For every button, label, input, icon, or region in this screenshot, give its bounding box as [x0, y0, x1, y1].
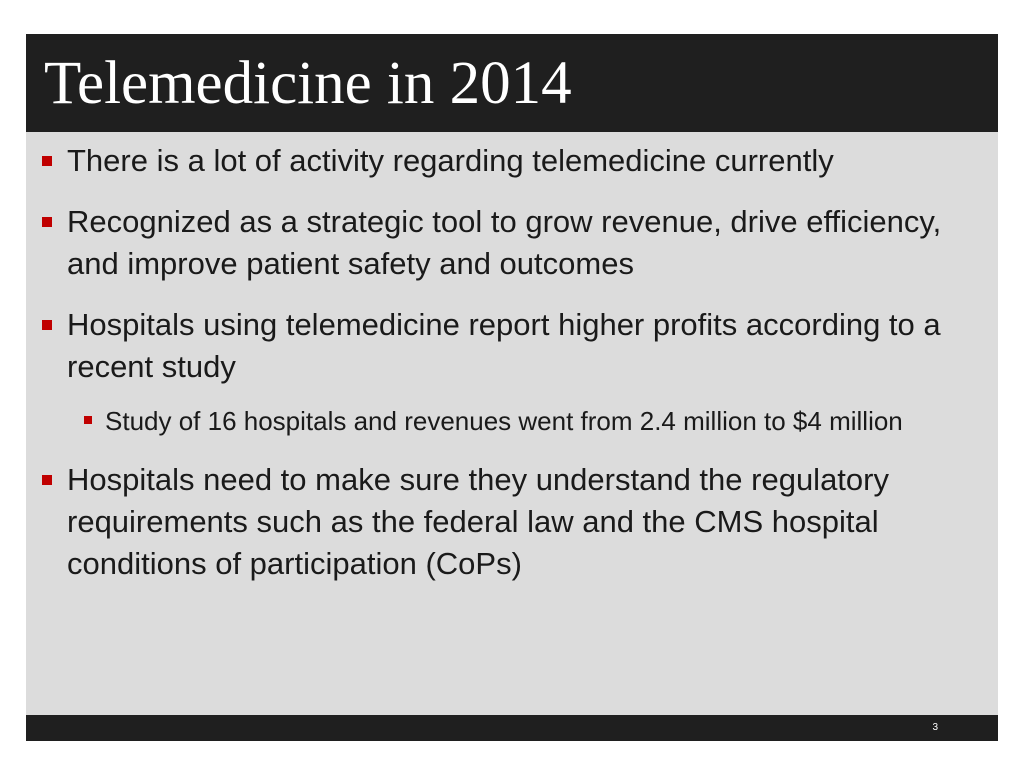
square-bullet-icon: [42, 475, 52, 485]
bullet-text: There is a lot of activity regarding tel…: [67, 143, 834, 178]
slide: Telemedicine in 2014 There is a lot of a…: [26, 34, 998, 741]
bullet-item: There is a lot of activity regarding tel…: [26, 140, 998, 182]
footer-bar: 3: [26, 715, 998, 741]
bullet-item: Recognized as a strategic tool to grow r…: [26, 201, 998, 285]
square-bullet-icon: [84, 416, 92, 424]
square-bullet-icon: [42, 156, 52, 166]
title-bar: Telemedicine in 2014: [26, 34, 998, 132]
bullet-item: Hospitals using telemedicine report high…: [26, 304, 998, 388]
bullet-text: Hospitals need to make sure they underst…: [67, 462, 889, 581]
sub-bullet-text: Study of 16 hospitals and revenues went …: [105, 406, 903, 436]
bullet-item: Hospitals need to make sure they underst…: [26, 459, 998, 585]
slide-title: Telemedicine in 2014: [44, 50, 572, 117]
square-bullet-icon: [42, 320, 52, 330]
bullet-text: Recognized as a strategic tool to grow r…: [67, 204, 942, 281]
page-number: 3: [932, 722, 938, 733]
square-bullet-icon: [42, 217, 52, 227]
sub-bullet-item: Study of 16 hospitals and revenues went …: [26, 403, 998, 439]
bullet-list: There is a lot of activity regarding tel…: [26, 140, 998, 604]
bullet-text: Hospitals using telemedicine report high…: [67, 307, 941, 384]
